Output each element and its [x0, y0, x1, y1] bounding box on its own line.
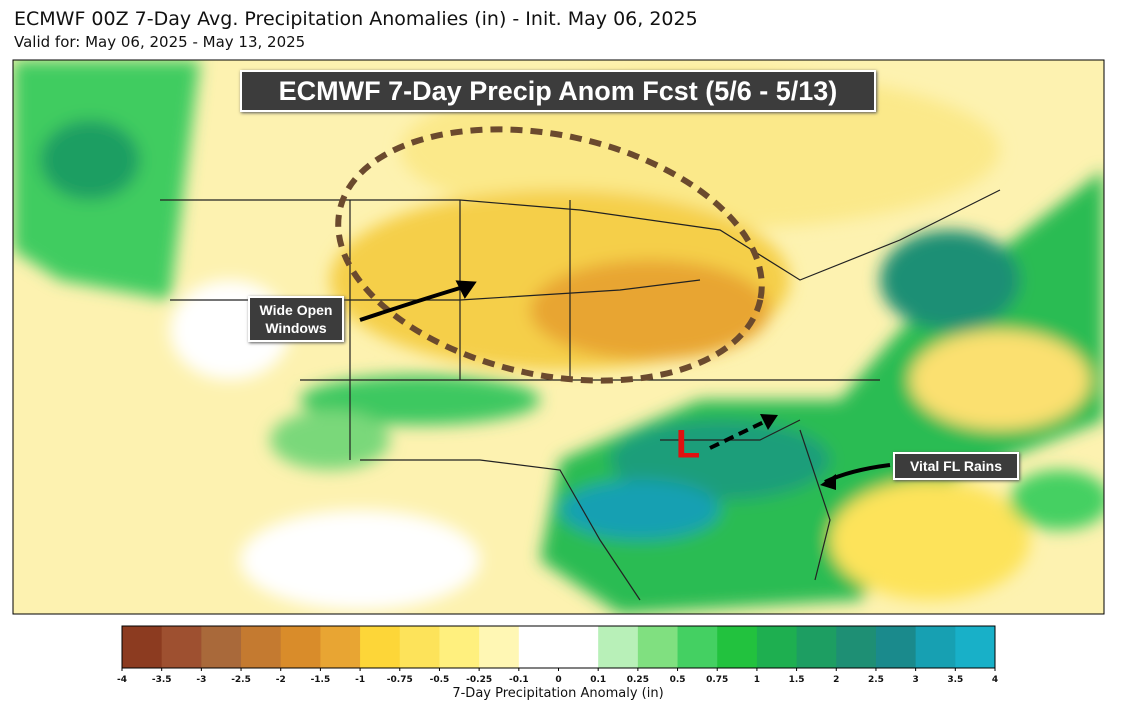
- colorbar-segment: [796, 626, 837, 668]
- colorbar-tick-label: 1: [754, 675, 760, 685]
- annotation: Vital FL Rains: [893, 452, 1019, 480]
- colorbar-segment: [122, 626, 163, 668]
- map: L: [13, 60, 1104, 614]
- colorbar-label: 7-Day Precipitation Anomaly (in): [452, 686, 663, 701]
- colorbar-tick-label: 3: [913, 675, 919, 685]
- colorbar-segment: [161, 626, 202, 668]
- colorbar-segment: [875, 626, 917, 668]
- colorbar-tick-label: -4: [117, 675, 127, 685]
- colorbar: -4 -3.5 -3 -2.5 -2 -1.5 -1 -0.75 -0.5 -0.25 -0.1 0 0…: [117, 625, 998, 685]
- colorbar-tick-label: 1.5: [789, 675, 805, 685]
- colorbar-segment: [955, 626, 996, 668]
- subtitle: Valid for: May 06, 2025 - May 13, 2025: [14, 33, 305, 51]
- banner: ECMWF 7-Day Precip Anom Fcst (5/6 - 5/13…: [240, 70, 876, 112]
- colorbar-tick-label: 2: [833, 675, 839, 685]
- title: ECMWF 00Z 7-Day Avg. Precipitation Anoma…: [14, 8, 698, 30]
- colorbar-segment: [558, 626, 599, 668]
- colorbar-segment: [756, 626, 798, 668]
- colorbar-segment: [717, 626, 758, 668]
- colorbar-tick-label: 3.5: [947, 675, 963, 685]
- colorbar-segment: [518, 626, 559, 668]
- colorbar-tick-label: 0.25: [627, 675, 649, 685]
- colorbar-tick-label: -2.5: [231, 675, 251, 685]
- colorbar-segment: [836, 626, 877, 668]
- colorbar-tick-label: 0: [555, 675, 561, 685]
- annotation: Wide Open Windows: [248, 296, 344, 342]
- colorbar-tick-label: -0.75: [387, 675, 413, 685]
- colorbar-tick-label: -0.5: [430, 675, 450, 685]
- colorbar-tick-label: 0.1: [590, 675, 606, 685]
- colorbar-segment: [677, 626, 718, 668]
- colorbar-segment: [439, 626, 480, 668]
- colorbar-segment: [637, 626, 679, 668]
- colorbar-segment: [915, 626, 956, 668]
- colorbar-tick-label: -2: [276, 675, 286, 685]
- colorbar-segment: [598, 626, 639, 668]
- colorbar-segment: [360, 626, 401, 668]
- colorbar-segment: [201, 626, 242, 668]
- colorbar-tick-label: 0.5: [670, 675, 686, 685]
- colorbar-tick-label: 4: [992, 675, 998, 685]
- low-marker: L: [676, 423, 700, 467]
- colorbar-tick-label: -3: [196, 675, 206, 685]
- colorbar-segment: [320, 626, 361, 668]
- colorbar-segment: [241, 626, 282, 668]
- colorbar-tick-label: 0.75: [706, 675, 728, 685]
- colorbar-tick-label: -1.5: [311, 675, 331, 685]
- colorbar-tick-label: -0.1: [509, 675, 529, 685]
- colorbar-tick-label: -0.25: [466, 675, 492, 685]
- colorbar-segment: [479, 626, 520, 668]
- colorbar-segment: [280, 626, 321, 668]
- colorbar-segment: [399, 626, 440, 668]
- colorbar-tick-label: 2.5: [868, 675, 884, 685]
- colorbar-tick-label: -1: [355, 675, 365, 685]
- colorbar-tick-label: -3.5: [152, 675, 172, 685]
